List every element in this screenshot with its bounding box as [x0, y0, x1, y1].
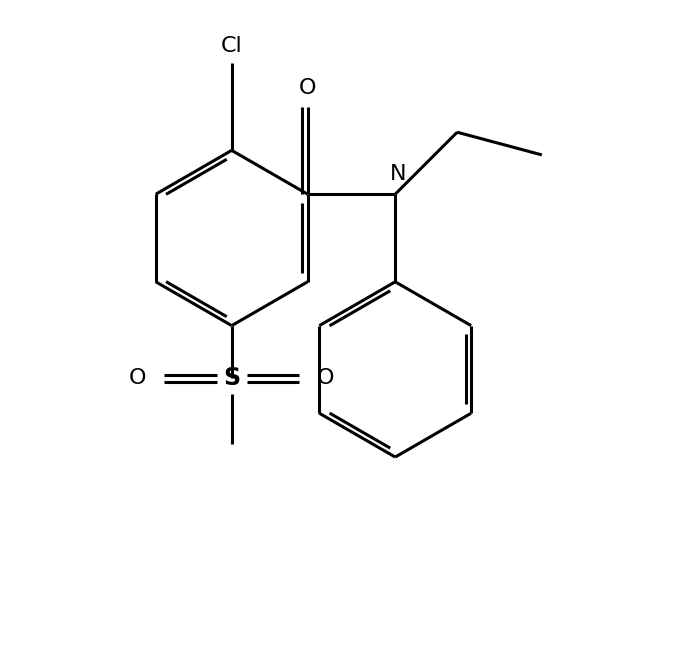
- Text: N: N: [390, 164, 406, 183]
- Text: O: O: [316, 368, 334, 388]
- Text: Cl: Cl: [220, 36, 243, 55]
- Text: O: O: [299, 78, 316, 98]
- Text: O: O: [130, 368, 147, 388]
- Text: S: S: [223, 366, 240, 390]
